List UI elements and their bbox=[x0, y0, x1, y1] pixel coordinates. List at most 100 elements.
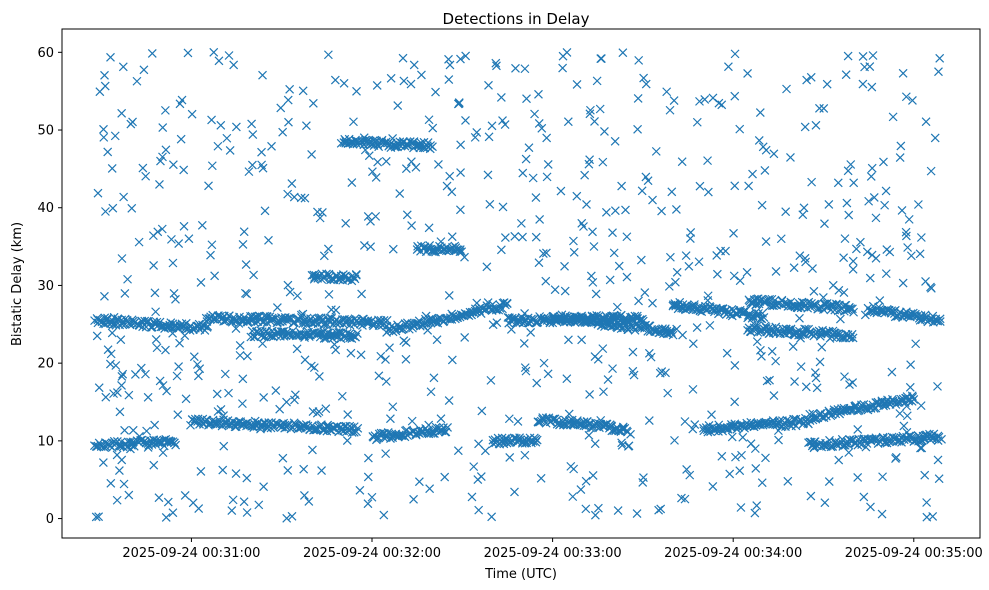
data-point bbox=[537, 123, 547, 133]
data-point bbox=[560, 286, 570, 296]
data-point bbox=[774, 435, 783, 445]
data-point bbox=[878, 472, 887, 482]
data-point bbox=[150, 288, 160, 298]
data-point bbox=[321, 404, 331, 414]
data-point bbox=[866, 172, 876, 181]
data-point bbox=[753, 321, 763, 330]
data-point bbox=[688, 384, 698, 394]
data-point bbox=[91, 512, 101, 522]
data-point bbox=[844, 210, 854, 220]
data-point bbox=[781, 207, 791, 217]
data-point bbox=[381, 355, 390, 364]
data-point bbox=[802, 75, 812, 85]
data-point bbox=[622, 272, 632, 282]
data-point bbox=[169, 288, 179, 298]
data-point bbox=[590, 439, 600, 449]
data-point bbox=[591, 289, 601, 299]
data-point bbox=[521, 366, 531, 376]
data-point bbox=[632, 509, 642, 518]
data-point bbox=[120, 425, 130, 435]
data-point bbox=[100, 291, 109, 301]
data-point bbox=[216, 120, 226, 130]
data-point bbox=[513, 417, 523, 426]
data-point bbox=[118, 369, 128, 379]
data-point bbox=[363, 211, 373, 221]
data-point bbox=[755, 108, 765, 117]
data-point bbox=[347, 178, 357, 188]
data-point bbox=[356, 350, 366, 360]
data-point bbox=[617, 181, 627, 191]
data-point bbox=[730, 360, 740, 370]
data-point bbox=[431, 87, 440, 97]
data-point bbox=[476, 472, 486, 481]
data-point bbox=[119, 192, 129, 202]
data-point bbox=[486, 375, 496, 385]
data-point bbox=[126, 119, 136, 129]
data-point bbox=[193, 371, 203, 381]
data-point bbox=[142, 426, 152, 436]
data-point bbox=[752, 337, 762, 347]
data-point bbox=[929, 429, 939, 439]
data-point bbox=[694, 257, 704, 267]
data-point bbox=[867, 82, 877, 92]
data-point bbox=[916, 401, 926, 411]
data-point bbox=[385, 414, 395, 424]
data-point bbox=[250, 318, 260, 328]
data-point bbox=[460, 333, 470, 342]
data-point bbox=[560, 261, 569, 271]
data-point bbox=[926, 166, 936, 176]
data-point bbox=[885, 247, 895, 257]
data-point bbox=[290, 390, 300, 400]
data-point bbox=[799, 203, 809, 213]
data-point bbox=[588, 227, 597, 237]
data-point bbox=[455, 247, 465, 257]
data-point bbox=[848, 333, 858, 343]
data-point bbox=[569, 247, 579, 257]
data-point bbox=[845, 435, 855, 445]
data-point bbox=[684, 261, 694, 271]
data-point bbox=[445, 60, 455, 70]
data-point bbox=[806, 72, 816, 82]
data-point bbox=[372, 81, 382, 90]
data-point bbox=[187, 109, 197, 119]
data-point bbox=[284, 117, 293, 127]
data-point bbox=[871, 434, 881, 444]
data-point bbox=[767, 346, 777, 356]
data-point bbox=[926, 283, 936, 293]
data-point bbox=[308, 445, 317, 455]
data-point bbox=[845, 405, 855, 415]
data-point bbox=[714, 98, 724, 108]
data-point bbox=[820, 219, 829, 229]
data-point bbox=[601, 207, 611, 217]
data-point bbox=[532, 435, 542, 445]
data-point bbox=[398, 53, 408, 63]
data-point bbox=[492, 61, 501, 71]
y-axis-label: Bistatic Delay (km) bbox=[10, 222, 25, 346]
data-point bbox=[292, 344, 302, 354]
data-point bbox=[622, 232, 632, 242]
data-point bbox=[680, 417, 690, 426]
data-point bbox=[921, 117, 931, 127]
data-point bbox=[566, 461, 576, 471]
data-point bbox=[692, 117, 702, 127]
data-point bbox=[840, 234, 850, 244]
data-point bbox=[651, 146, 661, 156]
data-point bbox=[341, 218, 351, 228]
data-point bbox=[477, 406, 487, 416]
data-point bbox=[685, 234, 695, 243]
data-point bbox=[206, 250, 215, 260]
data-point bbox=[367, 492, 377, 502]
data-point bbox=[705, 320, 715, 330]
data-point bbox=[298, 319, 308, 328]
data-point bbox=[851, 244, 861, 254]
data-point bbox=[282, 314, 292, 324]
data-point bbox=[506, 324, 516, 334]
data-point bbox=[359, 241, 369, 250]
data-point bbox=[801, 382, 811, 392]
data-point bbox=[671, 205, 681, 214]
data-point bbox=[530, 109, 539, 119]
data-point bbox=[817, 342, 827, 352]
data-point bbox=[881, 186, 891, 196]
data-point bbox=[783, 476, 793, 486]
